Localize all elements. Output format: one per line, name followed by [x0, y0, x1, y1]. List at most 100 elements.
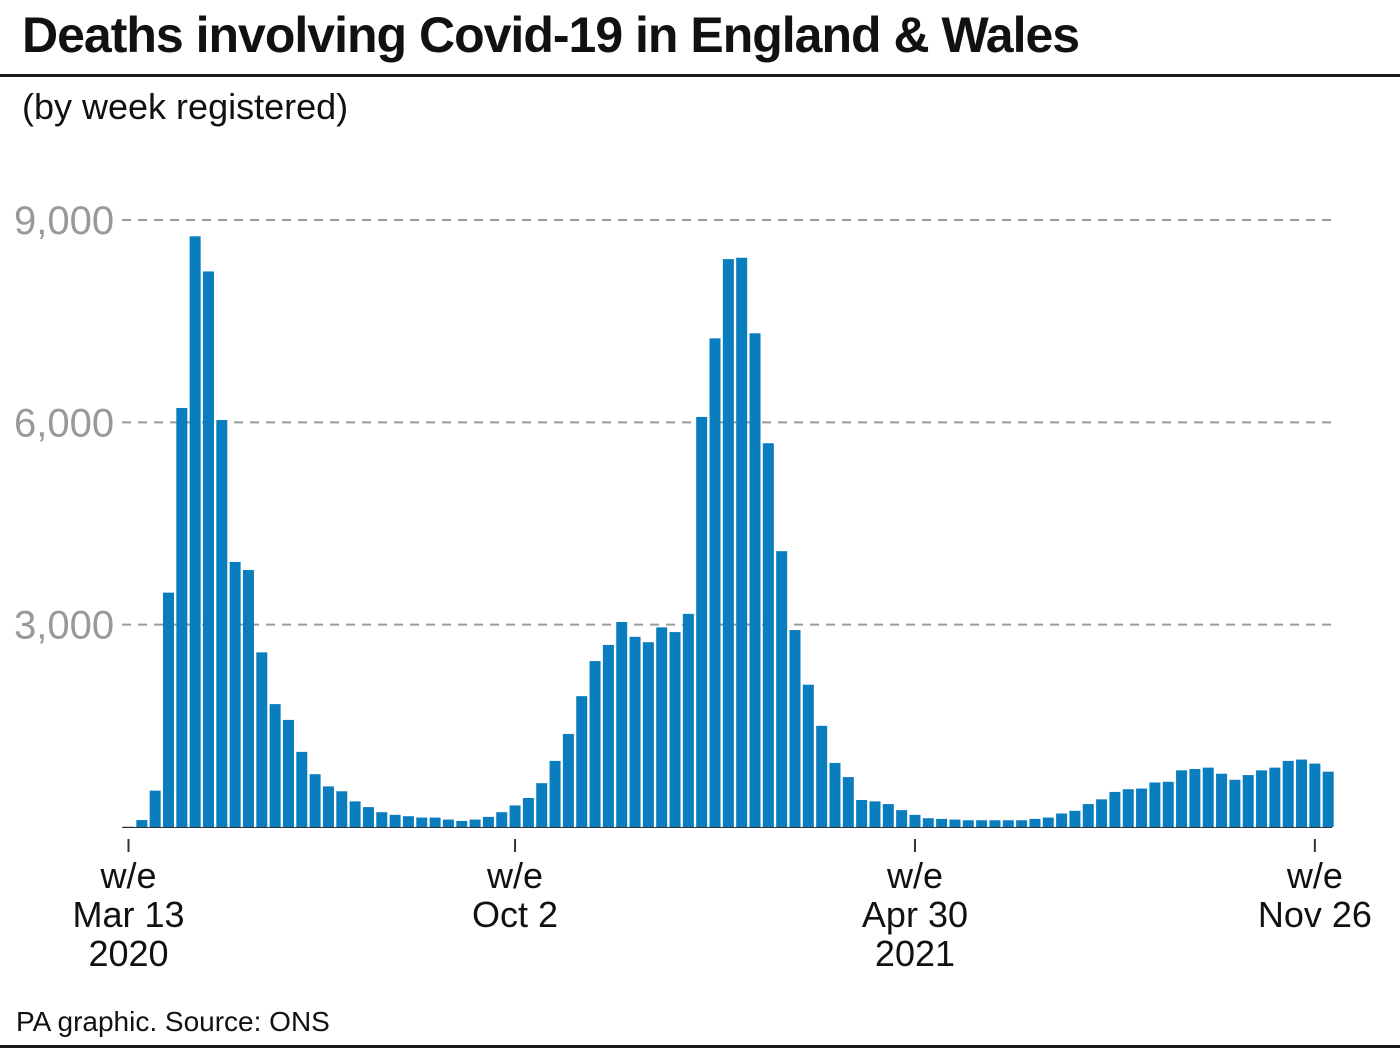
bar [402, 816, 414, 827]
bar [136, 820, 148, 827]
bar [962, 820, 974, 827]
bar [429, 817, 441, 827]
bar [829, 762, 841, 827]
bar [856, 800, 868, 827]
bar [696, 416, 708, 827]
bar [776, 551, 788, 827]
bar [562, 733, 574, 827]
bar [1202, 767, 1214, 827]
bar [1189, 768, 1201, 827]
bar [1069, 810, 1081, 827]
bar [709, 338, 721, 827]
bar [309, 774, 321, 827]
bar [816, 725, 828, 827]
source-credit: PA graphic. Source: ONS [16, 1006, 330, 1037]
title-divider [0, 74, 1400, 77]
x-tick-label: Apr 30 [862, 894, 968, 935]
bar [456, 820, 468, 827]
bar [389, 814, 401, 827]
x-tick-label: 2020 [88, 933, 168, 974]
bar [1242, 775, 1254, 827]
bar [536, 783, 548, 827]
bar [1136, 788, 1148, 827]
bar [616, 621, 628, 827]
bar [749, 333, 761, 827]
bar [922, 818, 934, 827]
x-tick-label: Oct 2 [472, 894, 558, 935]
x-tick-label: w/e [886, 855, 943, 896]
bar [349, 801, 361, 827]
bar [509, 805, 521, 827]
bar [149, 790, 161, 827]
bar [1229, 779, 1241, 827]
bar [1322, 771, 1334, 827]
bar [1029, 818, 1041, 827]
bar [282, 719, 294, 827]
x-tick-label: w/e [99, 855, 156, 896]
bar [1042, 817, 1054, 827]
bar [1309, 763, 1321, 827]
bar [629, 636, 641, 827]
bar [442, 819, 454, 827]
bar [496, 812, 508, 827]
bar [1162, 781, 1174, 827]
bar [602, 644, 614, 827]
x-tick-label: Mar 13 [72, 894, 184, 935]
bar [336, 791, 348, 827]
bar [909, 814, 921, 827]
bar [1216, 773, 1228, 827]
bar [642, 642, 654, 827]
x-tick-label: w/e [1286, 855, 1343, 896]
y-tick-label: 6,000 [14, 401, 114, 445]
chart-title: Deaths involving Covid-19 in England & W… [22, 7, 1080, 63]
bar [802, 684, 814, 827]
bar [882, 804, 894, 827]
bar [482, 816, 494, 827]
bar [682, 613, 694, 827]
bar [656, 627, 668, 827]
bar [202, 271, 214, 828]
bar [896, 810, 908, 827]
bar [256, 652, 268, 827]
bottom-divider [0, 1045, 1400, 1048]
bar [189, 236, 201, 828]
bar [296, 751, 308, 827]
bar [322, 786, 334, 827]
bar [789, 630, 801, 827]
bar [1096, 799, 1108, 827]
bar [722, 259, 734, 827]
bar [1109, 791, 1121, 827]
bar [669, 632, 681, 827]
bar [576, 696, 588, 827]
bar [1056, 813, 1068, 827]
bar [176, 407, 188, 827]
bar [376, 812, 388, 827]
x-tick-label: Nov 26 [1258, 894, 1372, 935]
bar [1149, 782, 1161, 827]
bar [989, 820, 1001, 827]
bar [123, 826, 134, 828]
bar [589, 661, 601, 827]
bar [762, 443, 774, 827]
bar [1296, 759, 1308, 827]
bar [229, 561, 241, 827]
y-tick-label: 3,000 [14, 604, 114, 648]
bar [1256, 770, 1268, 827]
bar [1122, 789, 1134, 827]
chart-subtitle: (by week registered) [22, 86, 349, 127]
bar [242, 570, 254, 827]
bar [1016, 820, 1028, 827]
bar [549, 760, 561, 827]
bar [869, 801, 881, 827]
bar [936, 818, 948, 827]
bar [162, 592, 174, 827]
bar [976, 820, 988, 827]
bar [216, 419, 228, 827]
bar [736, 257, 748, 827]
bar [1176, 770, 1188, 827]
bar [1002, 820, 1014, 827]
x-tick-label: 2021 [875, 933, 955, 974]
bar [416, 817, 428, 827]
bar [1269, 767, 1281, 827]
